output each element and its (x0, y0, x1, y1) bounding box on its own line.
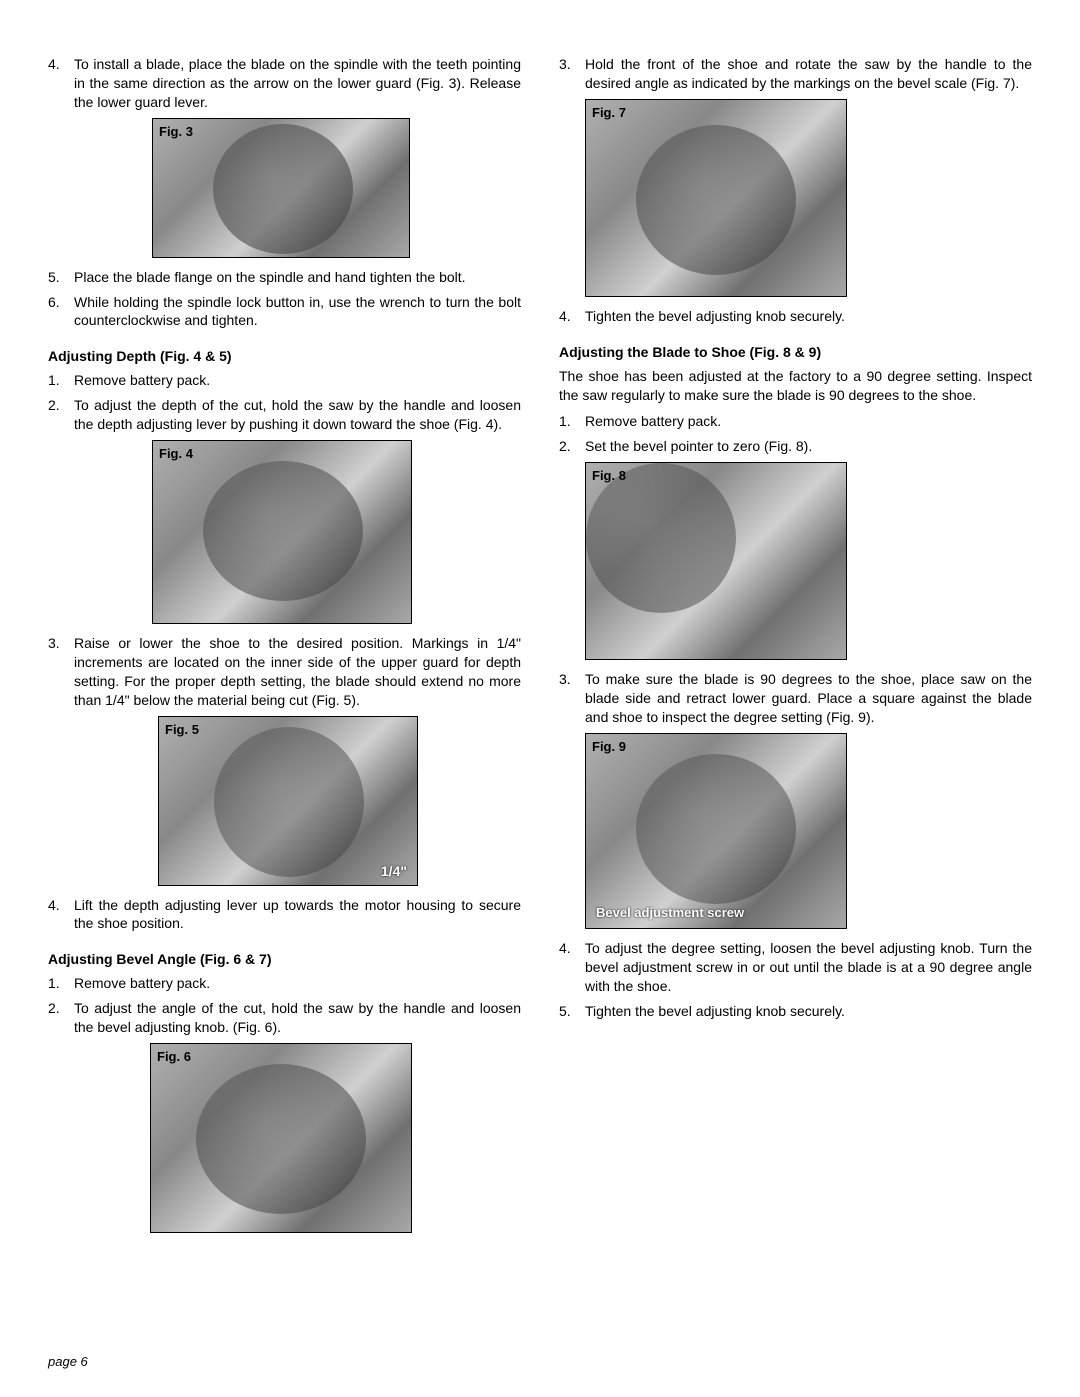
list-item: 5. Tighten the bevel adjusting knob secu… (559, 1002, 1032, 1021)
item-number: 2. (48, 396, 74, 434)
item-text: Tighten the bevel adjusting knob securel… (585, 1002, 1032, 1021)
right-column: 3. Hold the front of the shoe and rotate… (559, 55, 1032, 1243)
item-text: Remove battery pack. (74, 371, 521, 390)
list-item: 2. To adjust the angle of the cut, hold … (48, 999, 521, 1037)
item-text: Lift the depth adjusting lever up toward… (74, 896, 521, 934)
figure-label: Fig. 3 (159, 124, 193, 139)
item-text: To install a blade, place the blade on t… (74, 55, 521, 112)
figure-8: Fig. 8 (585, 462, 847, 660)
list-item: 4. Tighten the bevel adjusting knob secu… (559, 307, 1032, 326)
item-text: While holding the spindle lock button in… (74, 293, 521, 331)
item-text: To adjust the angle of the cut, hold the… (74, 999, 521, 1037)
item-number: 3. (48, 634, 74, 710)
item-text: Tighten the bevel adjusting knob securel… (585, 307, 1032, 326)
heading-adjusting-bevel: Adjusting Bevel Angle (Fig. 6 & 7) (48, 951, 521, 967)
figure-label: Fig. 7 (592, 105, 626, 120)
item-number: 4. (559, 939, 585, 996)
item-text: To make sure the blade is 90 degrees to … (585, 670, 1032, 727)
paragraph: The shoe has been adjusted at the factor… (559, 367, 1032, 405)
figure-9: Fig. 9 Bevel adjustment screw (585, 733, 847, 929)
heading-blade-to-shoe: Adjusting the Blade to Shoe (Fig. 8 & 9) (559, 344, 1032, 360)
item-number: 4. (48, 55, 74, 112)
figure-overlay: 1/4" (381, 863, 407, 879)
item-number: 2. (559, 437, 585, 456)
list-item: 1. Remove battery pack. (559, 412, 1032, 431)
list-item: 5. Place the blade flange on the spindle… (48, 268, 521, 287)
item-number: 5. (48, 268, 74, 287)
figure-5: Fig. 5 1/4" (158, 716, 418, 886)
figure-4: Fig. 4 (152, 440, 412, 624)
list-item: 3. Hold the front of the shoe and rotate… (559, 55, 1032, 93)
list-item: 4. To install a blade, place the blade o… (48, 55, 521, 112)
item-number: 3. (559, 670, 585, 727)
item-number: 3. (559, 55, 585, 93)
item-number: 4. (48, 896, 74, 934)
page-number: page 6 (48, 1354, 88, 1369)
left-column: 4. To install a blade, place the blade o… (48, 55, 521, 1243)
item-text: To adjust the degree setting, loosen the… (585, 939, 1032, 996)
list-item: 3. Raise or lower the shoe to the desire… (48, 634, 521, 710)
item-text: To adjust the depth of the cut, hold the… (74, 396, 521, 434)
item-text: Remove battery pack. (585, 412, 1032, 431)
item-number: 6. (48, 293, 74, 331)
item-number: 1. (48, 974, 74, 993)
figure-overlay: Bevel adjustment screw (596, 905, 744, 920)
figure-3: Fig. 3 (152, 118, 410, 258)
figure-label: Fig. 5 (165, 722, 199, 737)
figure-label: Fig. 6 (157, 1049, 191, 1064)
list-item: 3. To make sure the blade is 90 degrees … (559, 670, 1032, 727)
list-item: 2. To adjust the depth of the cut, hold … (48, 396, 521, 434)
item-number: 2. (48, 999, 74, 1037)
figure-label: Fig. 4 (159, 446, 193, 461)
item-text: Remove battery pack. (74, 974, 521, 993)
item-number: 4. (559, 307, 585, 326)
item-text: Raise or lower the shoe to the desired p… (74, 634, 521, 710)
item-number: 1. (559, 412, 585, 431)
page-columns: 4. To install a blade, place the blade o… (48, 55, 1032, 1243)
figure-7: Fig. 7 (585, 99, 847, 297)
item-number: 1. (48, 371, 74, 390)
item-text: Hold the front of the shoe and rotate th… (585, 55, 1032, 93)
figure-6: Fig. 6 (150, 1043, 412, 1233)
list-item: 2. Set the bevel pointer to zero (Fig. 8… (559, 437, 1032, 456)
item-number: 5. (559, 1002, 585, 1021)
figure-label: Fig. 8 (592, 468, 626, 483)
item-text: Place the blade flange on the spindle an… (74, 268, 521, 287)
list-item: 4. To adjust the degree setting, loosen … (559, 939, 1032, 996)
list-item: 1. Remove battery pack. (48, 974, 521, 993)
list-item: 1. Remove battery pack. (48, 371, 521, 390)
heading-adjusting-depth: Adjusting Depth (Fig. 4 & 5) (48, 348, 521, 364)
figure-label: Fig. 9 (592, 739, 626, 754)
list-item: 6. While holding the spindle lock button… (48, 293, 521, 331)
list-item: 4. Lift the depth adjusting lever up tow… (48, 896, 521, 934)
item-text: Set the bevel pointer to zero (Fig. 8). (585, 437, 1032, 456)
